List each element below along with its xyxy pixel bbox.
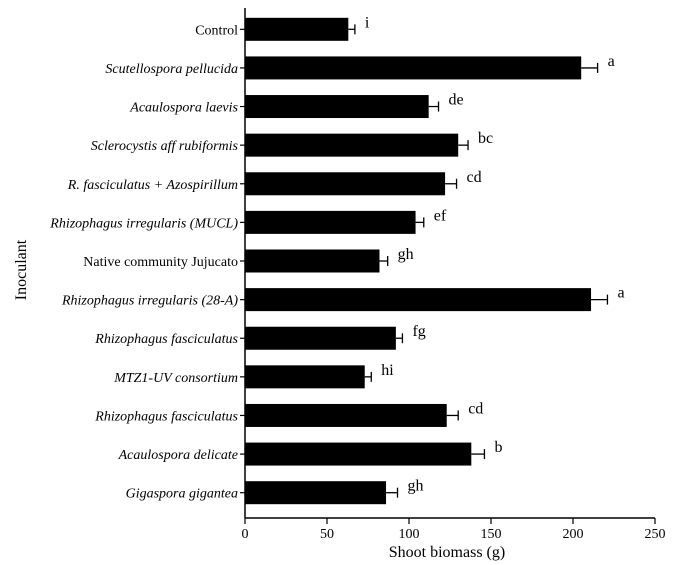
bar [245,95,429,119]
bar [245,172,446,196]
significance-label: i [365,14,370,31]
significance-label: de [449,92,464,109]
significance-label: a [617,285,624,302]
category-label: Rhizophagus fasciculatus [94,409,238,424]
category-label: Acaulospora delicate [118,448,238,463]
category-label: Sclerocystis aff rubiformis [91,139,239,154]
category-label: Native community Jujucato [83,255,238,270]
x-tick-label: 200 [563,527,584,542]
bar [245,442,472,466]
x-tick-label: 250 [645,527,666,542]
bar [245,365,365,389]
category-label: Acaulospora laevis [129,101,238,116]
category-label: Gigaspora gigantea [126,487,238,502]
category-label: Control [195,23,238,38]
significance-label: a [608,53,615,70]
category-label: Rhizophagus irregularis (MUCL) [49,216,238,231]
category-label: MTZ1-UV consortium [113,371,238,386]
axes-group: 0 50 100 150 200 250 [240,8,666,542]
significance-label: ef [434,207,447,224]
significance-label: gh [398,246,414,263]
significance-label: cd [467,169,482,186]
bar [245,17,349,41]
error-bars-group [348,24,609,498]
bar [245,326,396,350]
x-tick-label: 100 [399,527,420,542]
category-label: R. fasciculatus + Azospirillum [67,178,238,193]
x-tick-label: 50 [320,527,334,542]
significance-label: cd [468,400,483,417]
bar [245,133,459,157]
significance-label: fg [412,323,425,340]
category-label: Rhizophagus irregularis (28-A) [61,294,238,309]
y-axis-title: Inoculant [13,239,30,300]
significance-label: b [494,439,502,456]
x-tick-label: 0 [242,527,249,542]
significance-label: hi [381,362,394,379]
significance-label: gh [408,478,424,495]
significance-labels-group: i a de bc cd ef gh a fg hi cd b gh [365,14,625,494]
category-label: Rhizophagus fasciculatus [94,332,238,347]
bar [245,481,387,505]
category-label: Scutellospora pellucida [105,62,238,77]
x-tick-label: 150 [481,527,502,542]
bar [245,210,416,234]
bar [245,403,447,427]
significance-label: bc [478,130,493,147]
bars-group [245,17,592,505]
bar [245,249,380,273]
category-labels-group: Control Scutellospora pellucida Acaulospor… [49,23,238,501]
bar [245,56,582,80]
bar [245,288,592,312]
x-axis-title: Shoot biomass (g) [389,544,505,561]
